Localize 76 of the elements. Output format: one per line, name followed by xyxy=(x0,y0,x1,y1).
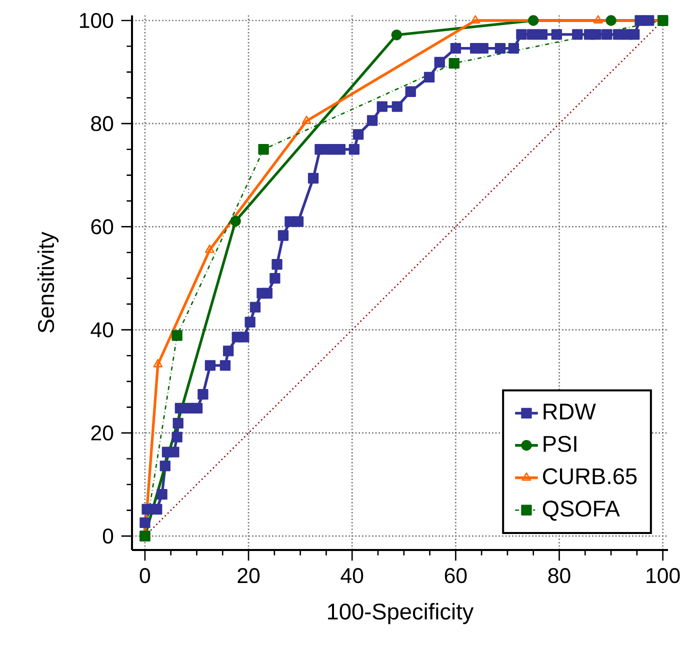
point xyxy=(278,230,289,241)
point xyxy=(302,116,312,124)
y-tick-label: 60 xyxy=(91,219,114,234)
point xyxy=(602,29,612,40)
point xyxy=(593,15,603,24)
point xyxy=(325,144,336,155)
point xyxy=(220,360,231,371)
point xyxy=(376,101,388,112)
point xyxy=(450,42,462,54)
point xyxy=(391,30,402,40)
point xyxy=(536,29,548,40)
point xyxy=(152,504,162,515)
point xyxy=(262,288,273,299)
point xyxy=(258,144,269,155)
point xyxy=(572,29,583,40)
point xyxy=(156,488,168,500)
point xyxy=(230,216,241,226)
point xyxy=(168,446,180,458)
x-tick-label: 0 xyxy=(140,568,150,584)
point xyxy=(526,29,538,40)
y-tick-label: 100 xyxy=(80,12,114,28)
point xyxy=(222,346,234,356)
point xyxy=(448,58,460,69)
point xyxy=(238,332,250,342)
point xyxy=(352,129,364,140)
x-tick-label: 20 xyxy=(238,568,260,584)
y-tick-label: 80 xyxy=(91,116,114,132)
y-tick-label: 0 xyxy=(102,528,114,544)
y-axis-title: Sensitivity xyxy=(37,232,59,333)
point xyxy=(348,144,360,155)
point xyxy=(198,388,208,400)
point xyxy=(192,402,203,414)
point xyxy=(516,29,527,40)
point xyxy=(434,56,445,68)
point xyxy=(494,42,506,54)
point xyxy=(172,418,184,428)
point xyxy=(204,360,216,371)
point xyxy=(528,15,539,26)
point xyxy=(334,144,346,155)
point xyxy=(478,42,488,54)
point xyxy=(250,302,261,312)
point xyxy=(551,29,562,40)
x-tick-label: 80 xyxy=(548,568,570,584)
point xyxy=(644,15,654,26)
legend-label: CURB.65 xyxy=(543,468,637,484)
x-tick-label: 100 xyxy=(646,568,680,584)
y-tick-label: 40 xyxy=(90,322,114,338)
point xyxy=(160,460,170,472)
point xyxy=(508,42,520,54)
point xyxy=(292,216,304,227)
x-tick-label: 40 xyxy=(340,568,364,584)
point xyxy=(405,86,416,97)
point xyxy=(153,359,163,368)
point xyxy=(272,259,282,270)
legend-label: RDW xyxy=(544,404,596,420)
point xyxy=(308,172,319,184)
point xyxy=(172,432,182,442)
x-axis-title: 100-Specificity xyxy=(328,602,474,624)
point xyxy=(142,504,152,515)
point xyxy=(270,272,280,284)
point xyxy=(204,244,214,253)
point xyxy=(424,72,435,83)
point xyxy=(314,144,326,155)
point xyxy=(629,29,640,40)
x-tick-label: 60 xyxy=(444,568,467,584)
legend-label: QSOFA xyxy=(542,500,620,521)
point xyxy=(140,517,150,528)
point xyxy=(366,115,378,126)
point xyxy=(392,101,402,112)
y-tick-label: 20 xyxy=(91,425,114,441)
point xyxy=(606,15,616,26)
point xyxy=(172,330,182,341)
point xyxy=(244,316,256,328)
point xyxy=(470,15,480,24)
legend-label: PSI xyxy=(544,436,576,452)
point xyxy=(590,29,602,40)
